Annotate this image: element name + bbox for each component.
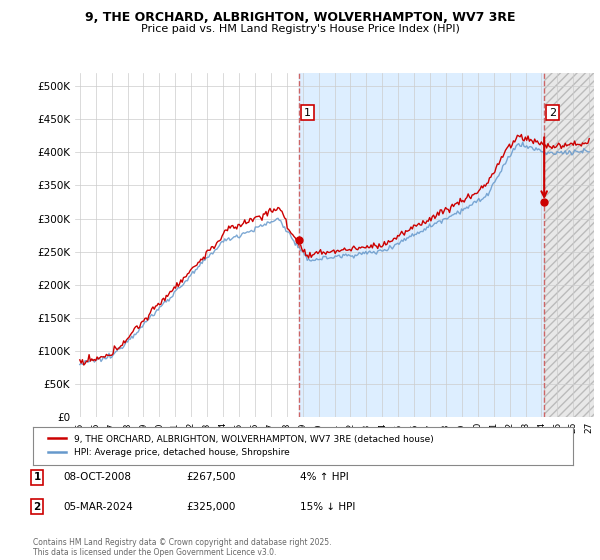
Text: 1: 1 [34,472,41,482]
Bar [299,73,544,417]
Bar [544,73,594,417]
Text: 08-OCT-2008: 08-OCT-2008 [63,472,131,482]
Text: Price paid vs. HM Land Registry's House Price Index (HPI): Price paid vs. HM Land Registry's House … [140,24,460,34]
Bar [544,73,594,417]
Text: 15% ↓ HPI: 15% ↓ HPI [300,502,355,512]
Text: 2: 2 [34,502,41,512]
Text: £267,500: £267,500 [186,472,235,482]
Text: 05-MAR-2024: 05-MAR-2024 [63,502,133,512]
Text: £325,000: £325,000 [186,502,235,512]
Text: 2: 2 [549,108,556,118]
Text: 1: 1 [304,108,311,118]
Text: 9, THE ORCHARD, ALBRIGHTON, WOLVERHAMPTON, WV7 3RE: 9, THE ORCHARD, ALBRIGHTON, WOLVERHAMPTO… [85,11,515,24]
Text: 4% ↑ HPI: 4% ↑ HPI [300,472,349,482]
Text: Contains HM Land Registry data © Crown copyright and database right 2025.
This d: Contains HM Land Registry data © Crown c… [33,538,331,557]
Legend: 9, THE ORCHARD, ALBRIGHTON, WOLVERHAMPTON, WV7 3RE (detached house), HPI: Averag: 9, THE ORCHARD, ALBRIGHTON, WOLVERHAMPTO… [43,429,439,463]
